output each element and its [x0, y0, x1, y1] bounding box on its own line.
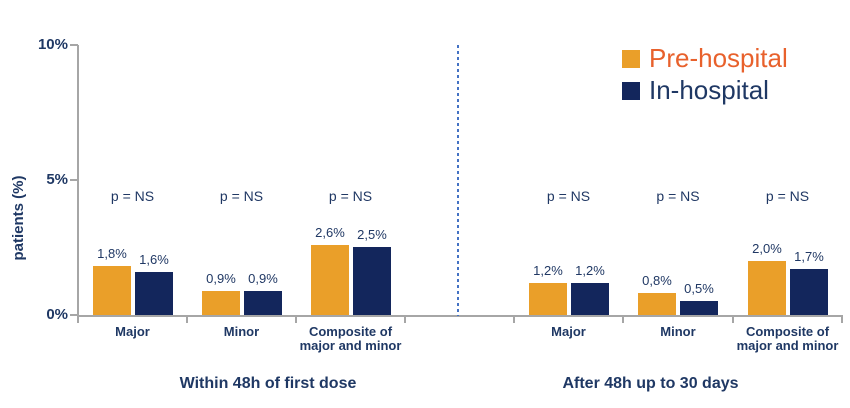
y-tick-mark — [70, 179, 78, 181]
panel-separator-line — [457, 45, 459, 316]
category-label: Major — [551, 324, 586, 339]
category-label: Minor — [223, 324, 260, 339]
value-label: 2,5% — [357, 227, 387, 242]
category-label: Major — [115, 324, 150, 339]
value-label: 1,2% — [575, 263, 605, 278]
value-label: 1,7% — [794, 249, 824, 264]
panel-title: Within 48h of first dose — [179, 375, 357, 392]
bar-in-hospital — [135, 272, 173, 315]
bar-in-hospital — [244, 291, 282, 315]
y-tick-label-10: 10% — [37, 36, 68, 53]
value-label: 0,8% — [642, 273, 672, 288]
bar-pre-hospital — [638, 293, 676, 315]
y-tick-mark — [70, 314, 78, 316]
p-value-label: p = NS — [546, 188, 591, 204]
x-tick-mark — [186, 317, 188, 323]
x-tick-mark — [77, 317, 79, 323]
legend-row-in-hospital: In-hospital — [622, 76, 788, 105]
x-tick-mark — [295, 317, 297, 323]
x-tick-mark — [513, 317, 515, 323]
bar-in-hospital — [353, 247, 391, 315]
bar-in-hospital — [790, 269, 828, 315]
bar-pre-hospital — [529, 283, 567, 315]
panel-title: After 48h up to 30 days — [562, 375, 739, 392]
value-label: 0,9% — [206, 271, 236, 286]
value-label: 0,9% — [248, 271, 278, 286]
value-label: 0,5% — [684, 281, 714, 296]
in-hospital-swatch-icon — [622, 81, 640, 100]
x-axis-line — [77, 315, 843, 317]
value-label: 2,0% — [752, 241, 782, 256]
p-value-label: p = NS — [765, 188, 810, 204]
x-tick-mark — [404, 317, 406, 323]
value-label: 1,6% — [139, 252, 169, 267]
p-value-label: p = NS — [219, 188, 264, 204]
value-label: 1,8% — [97, 246, 127, 261]
x-tick-mark — [622, 317, 624, 323]
value-label: 1,2% — [533, 263, 563, 278]
x-tick-mark — [732, 317, 734, 323]
y-axis-title: patients (%) — [10, 175, 27, 261]
bar-pre-hospital — [202, 291, 240, 315]
y-axis-line — [77, 45, 79, 317]
category-label: Minor — [660, 324, 696, 339]
legend-label-pre-hospital: Pre-hospital — [649, 43, 788, 73]
y-tick-label-5: 5% — [46, 171, 68, 188]
y-tick-label-0: 0% — [46, 306, 68, 323]
p-value-label: p = NS — [110, 188, 155, 204]
category-label: Composite of major and minor — [736, 324, 839, 353]
legend-row-pre-hospital: Pre-hospital — [622, 44, 788, 73]
x-tick-mark — [841, 317, 843, 323]
p-value-label: p = NS — [656, 188, 700, 204]
legend: Pre-hospital In-hospital — [622, 44, 788, 105]
bar-pre-hospital — [93, 266, 131, 315]
y-tick-mark — [70, 44, 78, 46]
p-value-label: p = NS — [328, 188, 373, 204]
bar-in-hospital — [571, 283, 609, 315]
bar-pre-hospital — [311, 245, 349, 315]
value-label: 2,6% — [315, 225, 345, 240]
legend-label-in-hospital: In-hospital — [649, 75, 769, 105]
bar-in-hospital — [680, 301, 718, 315]
bar-pre-hospital — [748, 261, 786, 315]
category-label: Composite of major and minor — [299, 324, 402, 353]
pre-hospital-swatch-icon — [622, 49, 640, 68]
